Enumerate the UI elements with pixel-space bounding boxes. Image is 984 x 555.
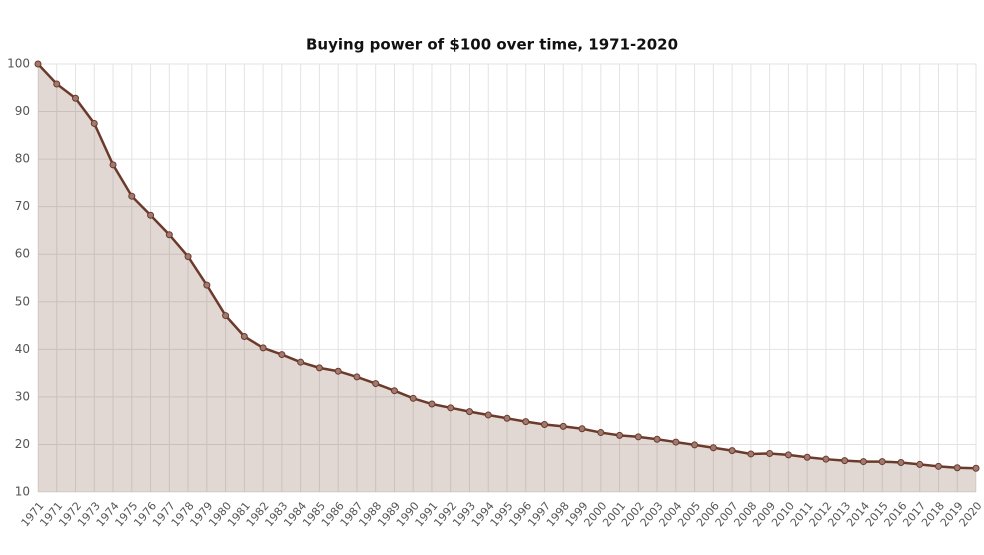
- point: [578, 425, 586, 433]
- y-tick-label: 70: [15, 199, 30, 213]
- point: [72, 94, 80, 102]
- chart-title: Buying power of $100 over time, 1971-202…: [306, 36, 678, 54]
- point: [297, 358, 305, 366]
- point: [634, 433, 642, 441]
- point: [203, 281, 211, 289]
- y-tick-label: 40: [15, 342, 30, 356]
- point: [859, 458, 867, 466]
- y-tick-label: 60: [15, 247, 30, 261]
- y-tick-label: 20: [15, 437, 30, 451]
- point: [841, 457, 849, 465]
- y-tick-label: 30: [15, 389, 30, 403]
- point: [428, 400, 436, 408]
- point: [803, 453, 811, 461]
- point: [953, 464, 961, 472]
- point: [465, 408, 473, 416]
- point: [447, 404, 455, 412]
- point: [616, 431, 624, 439]
- point: [728, 447, 736, 455]
- point: [709, 444, 717, 452]
- point: [109, 161, 117, 169]
- point: [278, 351, 286, 359]
- area: [38, 64, 976, 492]
- point: [353, 373, 361, 381]
- point: [259, 344, 267, 352]
- point: [897, 459, 905, 467]
- point: [878, 458, 886, 466]
- point: [128, 192, 136, 200]
- point: [334, 367, 342, 375]
- point: [165, 231, 173, 239]
- point: [34, 60, 42, 68]
- point: [653, 435, 661, 443]
- point: [559, 422, 567, 430]
- point: [184, 253, 192, 261]
- point: [222, 312, 230, 320]
- point: [916, 460, 924, 468]
- y-tick-label: 100: [7, 57, 30, 71]
- point: [747, 450, 755, 458]
- point: [672, 438, 680, 446]
- point: [934, 462, 942, 470]
- point: [390, 387, 398, 395]
- point: [315, 364, 323, 372]
- point: [484, 411, 492, 419]
- point: [691, 441, 699, 449]
- point: [597, 429, 605, 437]
- y-tick-label: 50: [15, 294, 30, 308]
- point: [53, 80, 61, 88]
- point: [372, 380, 380, 388]
- point: [541, 420, 549, 428]
- point: [90, 119, 98, 127]
- point: [409, 394, 417, 402]
- y-tick-label: 90: [15, 104, 30, 118]
- point: [822, 455, 830, 463]
- y-tick-label: 80: [15, 152, 30, 166]
- point: [503, 414, 511, 422]
- point: [784, 451, 792, 459]
- y-tick-label: 10: [15, 485, 30, 499]
- point: [240, 332, 248, 340]
- point: [522, 418, 530, 426]
- point: [972, 464, 980, 472]
- point: [766, 449, 774, 457]
- point: [147, 211, 155, 219]
